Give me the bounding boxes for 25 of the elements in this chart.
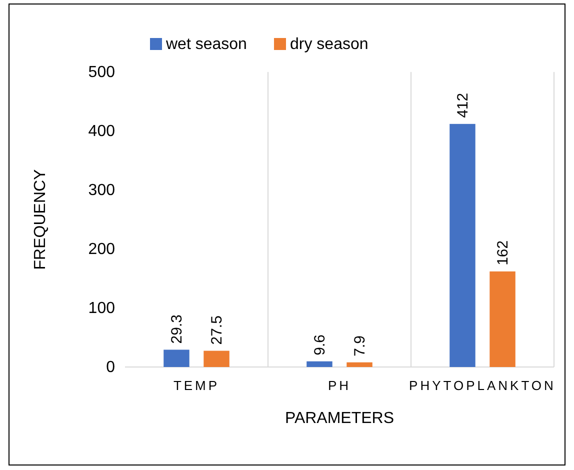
y-tick-label: 200 [88, 241, 116, 258]
bar [306, 361, 332, 367]
data-label: 29.3 [168, 314, 186, 344]
y-tick-label: 100 [88, 300, 116, 317]
legend-label: dry season [290, 36, 368, 53]
x-axis-title: PARAMETERS [284, 410, 394, 427]
y-tick-label: 500 [88, 64, 116, 81]
data-label: 9.6 [311, 334, 328, 356]
data-label: 412 [454, 92, 472, 118]
x-tick-label: PHYTOPLANKTON [409, 378, 556, 393]
legend-label: wet season [165, 36, 247, 53]
data-label: 27.5 [208, 316, 226, 345]
y-tick-label: 0 [106, 359, 116, 376]
bar [450, 124, 476, 367]
y-tick-label: 400 [88, 123, 116, 140]
bar [164, 350, 190, 367]
x-tick-label: TEMP [173, 378, 220, 393]
bar [346, 362, 372, 367]
bar [490, 271, 516, 367]
x-tick-label: PH [328, 378, 352, 393]
y-axis-title: FREQUENCY [32, 168, 49, 270]
data-label: 162 [494, 240, 512, 266]
bar [204, 350, 230, 367]
data-label: 7.9 [352, 335, 369, 356]
y-tick-label: 300 [88, 182, 116, 199]
